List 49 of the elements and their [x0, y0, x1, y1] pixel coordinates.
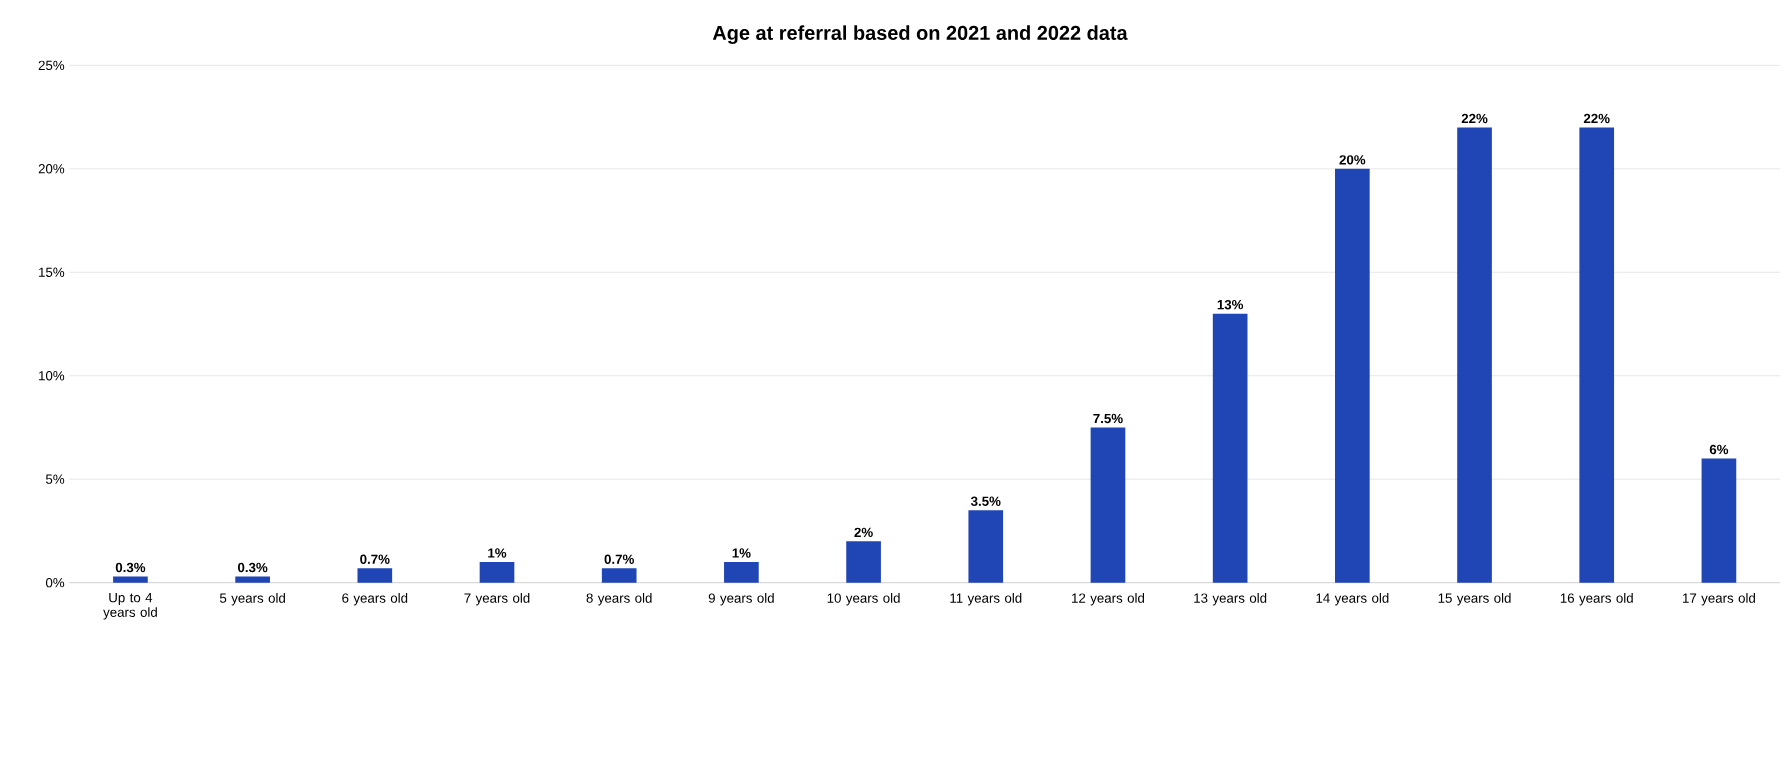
- y-tick-label: 15%: [39, 267, 65, 277]
- bar: [113, 576, 148, 583]
- bar: [601, 568, 637, 583]
- x-tick-label: 5 years old: [219, 593, 285, 606]
- x-tick-label: 15 years old: [1438, 593, 1511, 606]
- data-label: 7.5%: [1093, 413, 1123, 424]
- data-label: 1%: [488, 548, 507, 558]
- bar: [1212, 313, 1248, 583]
- data-label: 22%: [1583, 113, 1610, 124]
- bar: [1090, 427, 1126, 583]
- data-label: 3.5%: [970, 496, 1001, 506]
- x-tick-label: Up to 4 years old: [103, 593, 157, 620]
- data-label: 20%: [1339, 155, 1366, 165]
- bar: [235, 576, 270, 583]
- y-tick-label: 20%: [38, 164, 65, 174]
- y-tick-label: 0%: [45, 577, 65, 588]
- y-tick-label: 5%: [45, 474, 65, 484]
- bar: [479, 561, 515, 583]
- bar: [357, 568, 393, 583]
- data-label: 13%: [1217, 299, 1244, 310]
- bar: [724, 561, 759, 583]
- x-tick-label: 8 years old: [586, 593, 652, 606]
- data-label: 0.3%: [238, 562, 268, 573]
- bar: [1701, 458, 1737, 583]
- data-label: 0.3%: [115, 562, 146, 573]
- data-label: 22%: [1461, 113, 1488, 124]
- data-label: 1%: [732, 548, 751, 558]
- x-tick-label: 10 years old: [827, 593, 900, 606]
- data-label: 6%: [1709, 444, 1729, 455]
- bar: [1335, 168, 1370, 583]
- data-label: 0.7%: [604, 554, 634, 564]
- x-tick-label: 14 years old: [1316, 593, 1389, 606]
- bar: [1579, 127, 1615, 583]
- bar: [846, 541, 881, 583]
- data-label: 2%: [854, 527, 873, 538]
- x-tick-label: 13 years old: [1194, 593, 1267, 606]
- chart-title: Age at referral based on 2021 and 2022 data: [712, 25, 1128, 44]
- bar: [1457, 127, 1492, 583]
- y-tick-label: 25%: [38, 60, 65, 71]
- bar: [968, 510, 1004, 583]
- x-tick-label: 17 years old: [1683, 593, 1755, 606]
- data-label: 0.7%: [360, 554, 390, 564]
- x-tick-label: 6 years old: [342, 593, 408, 606]
- x-tick-label: 11 years old: [950, 593, 1022, 606]
- x-tick-label: 12 years old: [1072, 593, 1145, 606]
- x-tick-label: 7 years old: [464, 593, 530, 606]
- x-tick-label: 9 years old: [708, 593, 774, 606]
- x-tick-label: 16 years old: [1560, 593, 1633, 606]
- y-tick-label: 10%: [39, 371, 65, 381]
